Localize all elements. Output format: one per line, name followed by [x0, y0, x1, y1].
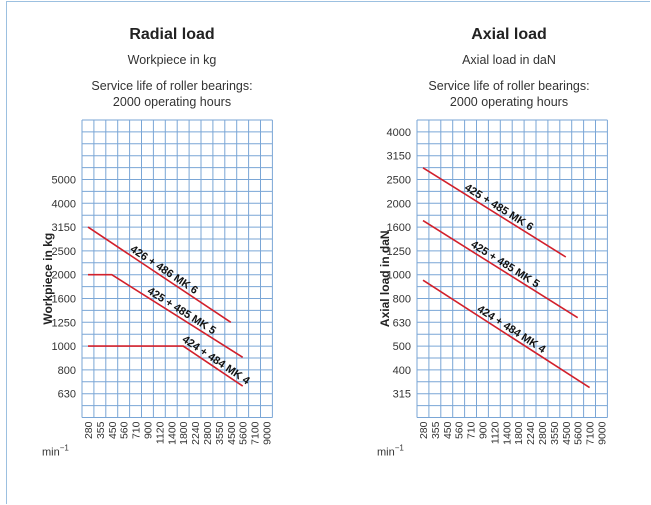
y-axis-label: Workpiece in kg [41, 233, 55, 325]
x-tick-label: 1800 [513, 421, 525, 445]
y-tick-label: 500 [393, 341, 411, 353]
y-tick-label: 630 [58, 389, 76, 401]
x-tick-label: 280 [83, 421, 95, 439]
x-tick-label: 710 [131, 421, 143, 439]
grid [416, 119, 608, 418]
x-tick-label: 900 [142, 421, 154, 439]
x-tick-label: 5600 [238, 421, 250, 445]
x-tick-label: 3550 [214, 421, 226, 445]
y-tick-label: 2000 [387, 198, 411, 210]
x-tick-label: 5600 [573, 421, 585, 445]
y-tick-label: 3150 [52, 222, 76, 234]
y-tick-label: 2000 [52, 270, 76, 282]
x-unit-label: min−1 [377, 444, 404, 459]
y-tick-label: 800 [393, 294, 411, 306]
x-tick-label: 900 [477, 421, 489, 439]
x-tick-label: 560 [119, 421, 131, 439]
y-tick-label: 4000 [387, 127, 411, 139]
x-tick-label: 560 [454, 421, 466, 439]
x-tick-label: 7100 [250, 421, 262, 445]
y-tick-label: 1600 [52, 294, 76, 306]
x-tick-label: 9000 [596, 421, 608, 445]
y-tick-label: 1250 [387, 246, 411, 258]
y-tick-label: 5000 [52, 175, 76, 187]
series-label: 425 + 485 MK 5 [469, 239, 542, 291]
y-tick-label: 1600 [387, 222, 411, 234]
x-tick-label: 7100 [585, 421, 597, 445]
y-tick-label: 1000 [387, 270, 411, 282]
y-tick-label: 2500 [52, 246, 76, 258]
x-tick-label: 3550 [549, 421, 561, 445]
x-tick-label: 4500 [226, 421, 238, 445]
x-tick-label: 355 [430, 421, 442, 439]
y-tick-label: 1250 [52, 317, 76, 329]
y-tick-label: 4000 [52, 198, 76, 210]
y-axis-label: Axial load in daN [378, 230, 392, 327]
series-line [88, 273, 244, 358]
x-unit-label: min−1 [42, 444, 69, 459]
service-life-line2: 2000 operating hours [449, 95, 569, 109]
panel-subtitle: Workpiece in kg [127, 53, 217, 67]
series-line [422, 167, 567, 258]
series-line [88, 345, 244, 387]
panel-title: Radial load [129, 26, 215, 43]
axial-load-chart: 315 400 500 630 800 1000 1250 1600 2000 2500 3150 4… [377, 119, 608, 459]
x-tick-label: 2240 [190, 421, 202, 445]
panel-title: Axial load [471, 26, 547, 43]
series-label: 425 + 485 MK 5 [145, 285, 218, 337]
x-tick-label: 2800 [202, 421, 214, 445]
x-tick-label: 4500 [561, 421, 573, 445]
series-label: 424 + 484 MK 4 [475, 303, 548, 356]
x-tick-label: 2240 [525, 421, 537, 445]
x-tick-label: 1120 [489, 421, 501, 444]
y-tick-label: 1000 [52, 341, 76, 353]
x-tick-label: 1800 [178, 421, 190, 445]
x-unit-exponent: −1 [395, 444, 405, 453]
y-tick-label: 3150 [387, 151, 411, 163]
x-tick-label: 1400 [166, 421, 178, 445]
radial-load-panel: Radial load Workpiece in kg Service life… [12, 0, 332, 505]
service-life-note: Service life of roller bearings: 2000 op… [349, 78, 651, 110]
figure-frame [6, 1, 650, 504]
x-tick-label: 450 [107, 421, 119, 439]
service-life-line1: Service life of roller bearings: [91, 79, 253, 93]
x-tick-label: 280 [418, 421, 430, 439]
series-line [422, 219, 579, 319]
x-tick-label: 2800 [537, 421, 549, 445]
y-tick-label: 400 [393, 365, 411, 377]
series-label: 424 + 484 MK 4 [180, 333, 253, 387]
y-tick-label: 315 [393, 389, 411, 401]
x-tick-label: 1120 [154, 421, 166, 444]
x-tick-label: 9000 [261, 421, 273, 445]
radial-load-chart: 630 800 1000 1250 1600 2000 2500 3150 4000 5000 28… [41, 119, 273, 459]
x-unit-exponent: −1 [60, 444, 70, 453]
x-tick-label: 355 [95, 421, 107, 439]
x-tick-label: 1400 [501, 421, 513, 445]
x-tick-label: 450 [442, 421, 454, 439]
panel-subtitle: Axial load in daN [462, 53, 556, 67]
service-life-line2: 2000 operating hours [112, 95, 232, 109]
y-tick-label: 800 [58, 365, 76, 377]
series-line [422, 279, 591, 389]
series-line [87, 226, 232, 323]
y-tick-label: 2500 [387, 175, 411, 187]
service-life-note: Service life of roller bearings: 2000 op… [12, 78, 332, 110]
service-life-line1: Service life of roller bearings: [428, 79, 590, 93]
y-tick-label: 630 [393, 317, 411, 329]
x-tick-label: 710 [466, 421, 478, 439]
axial-load-panel: Axial load Axial load in daN Service lif… [349, 0, 651, 505]
